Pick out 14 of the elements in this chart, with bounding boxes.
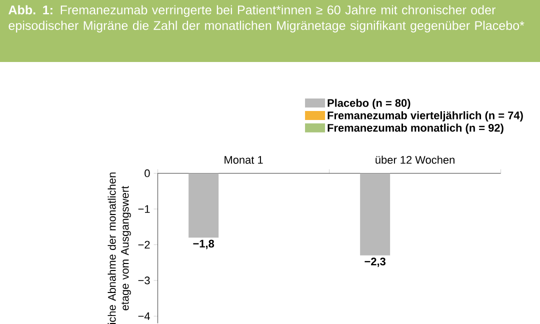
y-tick-label: −1 xyxy=(138,205,150,213)
y-tick-label: 0 xyxy=(144,169,150,178)
legend-label: Placebo (n = 80) xyxy=(328,98,410,110)
x-tick-label: Monat 1 xyxy=(224,156,263,164)
legend-label: Fremanezumab vierteljährlich (n = 74) xyxy=(328,111,523,122)
data-label: −2,3 xyxy=(364,258,386,267)
data-label: −1,8 xyxy=(193,240,214,250)
x-tick-label: über 12 Wochen xyxy=(376,156,454,164)
y-tick-label: −2 xyxy=(138,240,150,249)
y-tick-label: −3 xyxy=(138,276,150,284)
y-axis-title: iche Abnahme der monatlichen etage vom Ausgangswert xyxy=(108,172,131,324)
legend-label: Fremanezumab monatlich (n = 92) xyxy=(328,124,504,134)
y-tick-label: −4 xyxy=(138,312,150,320)
chart-title: Abb. 1: Fremanezumab verringerte bei Patient*innen ≥ 60 Jahre mit chronischer oder episodischer Migräne die Zahl der monatlichen Migränetage signifikant gegenüber Placebo* xyxy=(8,5,524,32)
